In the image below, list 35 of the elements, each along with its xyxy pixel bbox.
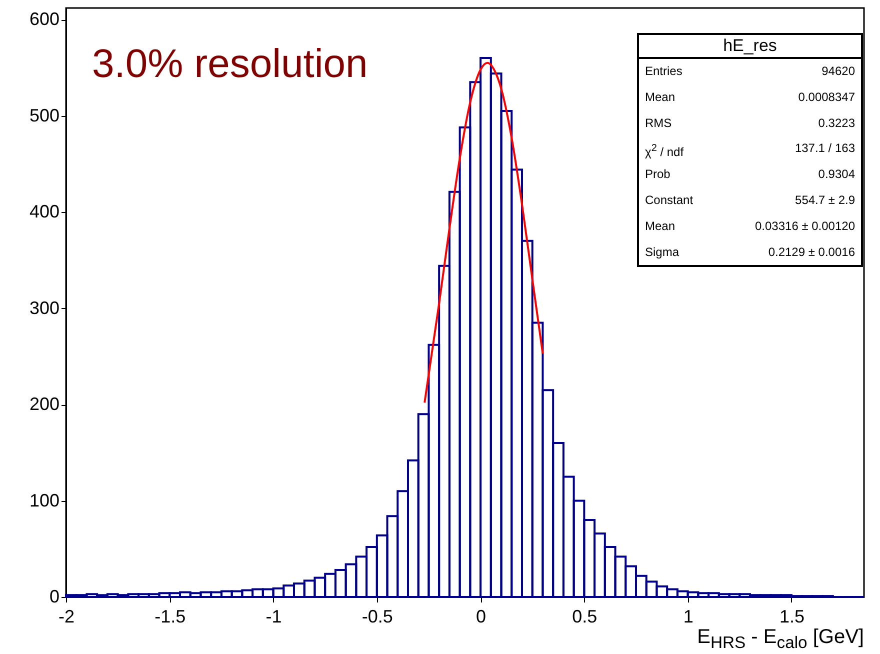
y-tick-label: 100 [29, 490, 60, 510]
x-axis-title: E$_{HRS}$ - E$_{calo}$ [GeV] [697, 626, 864, 653]
y-tick-label: 300 [29, 298, 60, 318]
annotation: χ$^{2}$ / ndf [645, 142, 684, 162]
line-series [424, 62, 544, 404]
annotation: Constant [645, 192, 694, 209]
annotation: Sigma [645, 244, 680, 261]
x-tick-label: 1.5 [779, 606, 804, 626]
annotation: Prob [645, 166, 670, 184]
y-tick-label: 500 [29, 105, 60, 126]
annotation: 0.3223 [818, 114, 855, 132]
annotation: Entries [645, 63, 682, 80]
annotation: 3.0% resolution [92, 42, 368, 87]
x-tick-label: -1 [266, 606, 282, 626]
x-tick-label: 1 [683, 606, 694, 626]
y-tick-label: 0 [49, 586, 60, 606]
x-tick-label: -2 [58, 606, 75, 626]
annotation: 0.9304 [818, 166, 855, 184]
annotation: 554.7 ± 2.9 [795, 192, 855, 209]
annotation: 94620 [822, 63, 855, 80]
y-tick-label: 600 [29, 9, 60, 30]
x-tick-label: 0.5 [572, 606, 598, 626]
y-tick-label: 400 [29, 202, 60, 222]
x-tick-label: -1.5 [154, 606, 186, 626]
x-tick-label: 0 [476, 606, 486, 626]
annotation: Mean [645, 218, 676, 235]
annotation: 0.03316 ± 0.00120 [754, 218, 855, 235]
annotation: 137.1 / 163 [794, 140, 855, 158]
y-tick-label: 200 [29, 394, 60, 414]
annotation: RMS [645, 114, 672, 132]
annotation: hE_res [639, 35, 861, 59]
annotation: Mean [645, 88, 676, 106]
annotation: 0.2129 ± 0.0016 [768, 244, 855, 261]
x-tick-label: -0.5 [362, 606, 393, 626]
annotation: 0.0008347 [798, 88, 855, 106]
